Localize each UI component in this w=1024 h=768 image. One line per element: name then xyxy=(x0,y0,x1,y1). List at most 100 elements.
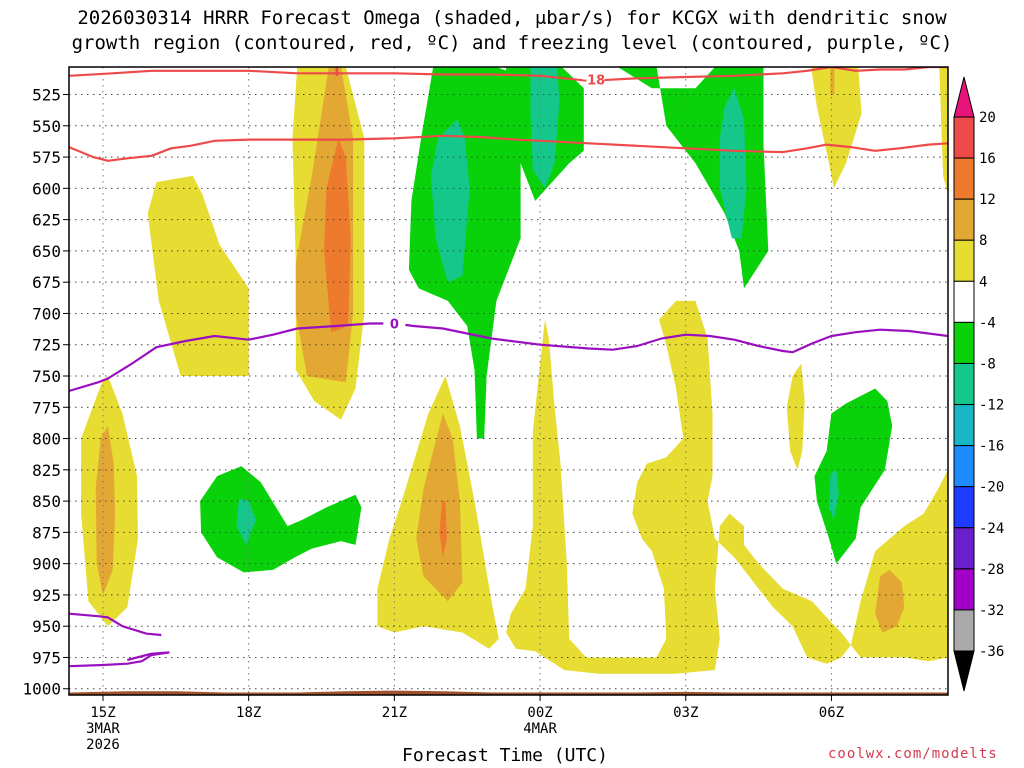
title-line-2: growth region (contoured, red, ºC) and f… xyxy=(71,32,953,54)
chart-title: 2026030314 HRRR Forecast Omega (shaded, … xyxy=(0,6,1024,56)
rising-orange-f xyxy=(416,413,463,602)
ytick-label-825: 825 xyxy=(32,461,61,480)
colorbar-label--12: -12 xyxy=(979,398,1004,414)
colorbar-label-8: 8 xyxy=(979,233,987,249)
ytick-label-575: 575 xyxy=(32,148,61,167)
ytick-label-800: 800 xyxy=(32,430,61,449)
rising-red-top xyxy=(335,67,338,76)
ytick-label-775: 775 xyxy=(32,398,61,417)
rising-orange-e xyxy=(95,426,116,595)
dgz-upper-line-label: -18 xyxy=(582,74,606,89)
rising-yellow-g xyxy=(506,300,948,674)
colorbar-band--20-to--16 xyxy=(953,445,975,488)
pressure-axis: 525 550 575 600 625 650 675 700 725 750 775 800 825 8… xyxy=(22,86,69,699)
ytick-label-525: 525 xyxy=(32,86,61,105)
sinking-teal-b xyxy=(530,67,560,189)
rising-yellow-d xyxy=(939,67,948,195)
colorbar-band-16-to-20 xyxy=(953,116,975,159)
ytick-label-900: 900 xyxy=(32,555,61,574)
xtick-date-00Z: 4MAR xyxy=(523,721,557,737)
rising-yellow-c xyxy=(811,67,862,189)
omega-colorbar: 20 16 12 8 4 -4 -8 -12 -16 -20 -24 -28 -32 -36 xyxy=(953,76,1004,692)
omega-shading xyxy=(81,67,948,674)
colorbar-band--32-to--28 xyxy=(953,568,975,611)
freezing-level-low-line xyxy=(69,612,162,637)
sinking-teal-c xyxy=(719,88,747,239)
xtick-label-18Z: 18Z xyxy=(236,705,261,721)
colorbar-label--28: -28 xyxy=(979,562,1004,578)
colorbar-label-12: 12 xyxy=(979,192,996,208)
rising-yellow-b xyxy=(147,175,249,376)
colorbar-label--4: -4 xyxy=(979,315,996,331)
ytick-label-725: 725 xyxy=(32,336,61,355)
colorbar-label--32: -32 xyxy=(979,603,1004,619)
rising-orange-c xyxy=(830,67,835,95)
dgz-lower-line xyxy=(69,134,948,162)
colorbar-label--24: -24 xyxy=(979,521,1004,537)
credit-link[interactable]: coolwx.com/modelts xyxy=(828,746,998,762)
colorbar-band--4-to-4 xyxy=(953,280,975,323)
plot-frame xyxy=(68,66,949,696)
colorbar-band-12-to-16 xyxy=(953,157,975,200)
colorbar-band--16-to--12 xyxy=(953,404,975,447)
freezing-level-line-label: 0 xyxy=(390,317,399,332)
ytick-label-750: 750 xyxy=(32,367,61,386)
ytick-label-850: 850 xyxy=(32,492,61,511)
freezing-level-line-label-bg xyxy=(383,316,406,331)
colorbar-label--20: -20 xyxy=(979,480,1004,496)
colorbar-band-8-to-12 xyxy=(953,198,975,241)
terrain-surface xyxy=(69,690,948,695)
sinking-green-a xyxy=(408,67,521,439)
title-line-1: 2026030314 HRRR Forecast Omega (shaded, … xyxy=(77,7,947,29)
dgz-upper-line-label-bg xyxy=(582,72,605,87)
colorbar-top-arrow xyxy=(953,76,975,118)
sinking-green-d xyxy=(200,466,362,573)
colorbar-label--36: -36 xyxy=(979,644,1004,660)
xtick-label-03Z: 03Z xyxy=(673,705,698,721)
sinking-teal-a xyxy=(430,119,470,283)
ytick-label-600: 600 xyxy=(32,179,61,198)
freezing-level-line xyxy=(69,322,948,393)
colorbar-bottom-arrow xyxy=(953,650,975,692)
rising-darkorange-a xyxy=(324,138,351,333)
ytick-label-1000: 1000 xyxy=(22,680,61,699)
grid-lines xyxy=(69,67,948,695)
ytick-label-625: 625 xyxy=(32,211,61,230)
ytick-label-700: 700 xyxy=(32,304,61,323)
ytick-label-950: 950 xyxy=(32,617,61,636)
freezing-level-bottom-line xyxy=(69,651,170,668)
ytick-label-875: 875 xyxy=(32,523,61,542)
xtick-date-15Z: 3MAR xyxy=(86,721,120,737)
rising-darkorange-f xyxy=(439,501,447,558)
ytick-label-675: 675 xyxy=(32,273,61,292)
ytick-label-550: 550 xyxy=(32,117,61,136)
ytick-label-925: 925 xyxy=(32,586,61,605)
x-axis-label: Forecast Time (UTC) xyxy=(402,745,608,766)
colorbar-band--28-to--24 xyxy=(953,527,975,570)
sinking-green-h xyxy=(814,388,893,564)
colorbar-band--8-to--4 xyxy=(953,321,975,364)
colorbar-band--36-to--32 xyxy=(953,609,975,652)
xtick-year-15Z: 2026 xyxy=(86,737,120,753)
sinking-teal-d xyxy=(236,498,256,545)
rising-orange-h xyxy=(875,569,905,633)
colorbar-band--12-to--8 xyxy=(953,362,975,406)
colorbar-band-4-to-8 xyxy=(953,239,975,282)
colorbar-label-16: 16 xyxy=(979,151,996,167)
colorbar-label--8: -8 xyxy=(979,356,996,372)
xtick-label-15Z: 15Z xyxy=(90,705,115,721)
xtick-label-06Z: 06Z xyxy=(819,705,844,721)
rising-yellow-h xyxy=(786,363,805,470)
xtick-label-21Z: 21Z xyxy=(382,705,407,721)
colorbar-band--24-to--20 xyxy=(953,486,975,529)
ytick-label-975: 975 xyxy=(32,648,61,667)
xtick-label-00Z: 00Z xyxy=(527,705,552,721)
colorbar-label--16: -16 xyxy=(979,439,1004,455)
ytick-label-650: 650 xyxy=(32,242,61,261)
contour-lines: -18 0 xyxy=(69,67,948,668)
terrain-fill xyxy=(69,690,948,695)
colorbar-label-4: 4 xyxy=(979,274,987,290)
colorbar-label-20: 20 xyxy=(979,110,996,126)
